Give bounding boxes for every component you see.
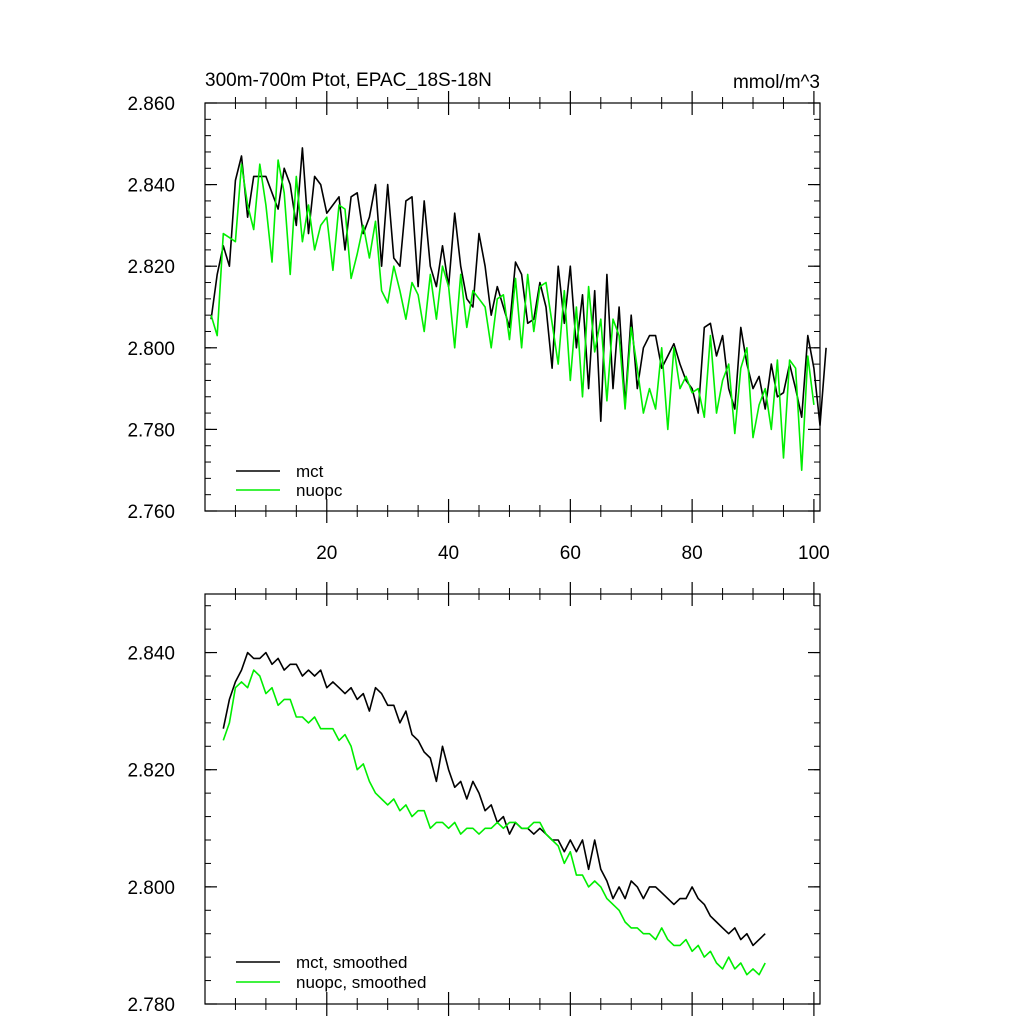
y-tick-label: 2.820: [127, 761, 175, 782]
legend-label-nuopc: nuopc: [296, 481, 343, 500]
legend-label-nuopc-smoothed: nuopc, smoothed: [296, 973, 426, 992]
y-tick-label: 2.800: [127, 339, 175, 360]
chart-units: mmol/m^3: [733, 72, 820, 93]
x-tick-label: 80: [682, 543, 703, 564]
x-tick-label: 20: [316, 543, 337, 564]
plot-frame: [204, 593, 821, 1005]
y-tick-label: 2.820: [127, 257, 175, 278]
plot-frame: [204, 102, 821, 512]
top-chart-panel: 300m-700m Ptot, EPAC_18S-18N mmol/m^3 2.…: [127, 70, 829, 564]
legend: mct, smoothed nuopc, smoothed: [236, 953, 426, 992]
y-tick-label: 2.800: [127, 878, 175, 899]
bottom-chart-panel: 2.780 2.800 2.820 2.840 mct, smoothed nuopc…: [127, 582, 821, 1016]
y-tick-label: 2.780: [127, 995, 175, 1016]
series-line-mct: [210, 147, 827, 427]
x-tick-label: 100: [798, 543, 830, 564]
chart-title: 300m-700m Ptot, EPAC_18S-18N: [205, 70, 492, 91]
series-line-nuopc-smoothed: [222, 669, 766, 976]
legend-label-mct: mct: [296, 462, 324, 481]
series-line-nuopc: [210, 159, 815, 472]
series-line-mct-smoothed: [222, 651, 766, 947]
legend-label-mct-smoothed: mct, smoothed: [296, 953, 408, 972]
y-tick-label: 2.840: [127, 644, 175, 665]
y-tick-label: 2.840: [127, 176, 175, 197]
y-tick-label: 2.780: [127, 420, 175, 441]
y-tick-label: 2.860: [127, 94, 175, 115]
x-tick-label: 60: [560, 543, 581, 564]
legend: mct nuopc: [236, 462, 343, 500]
y-tick-label: 2.760: [127, 502, 175, 523]
x-tick-label: 40: [438, 543, 459, 564]
